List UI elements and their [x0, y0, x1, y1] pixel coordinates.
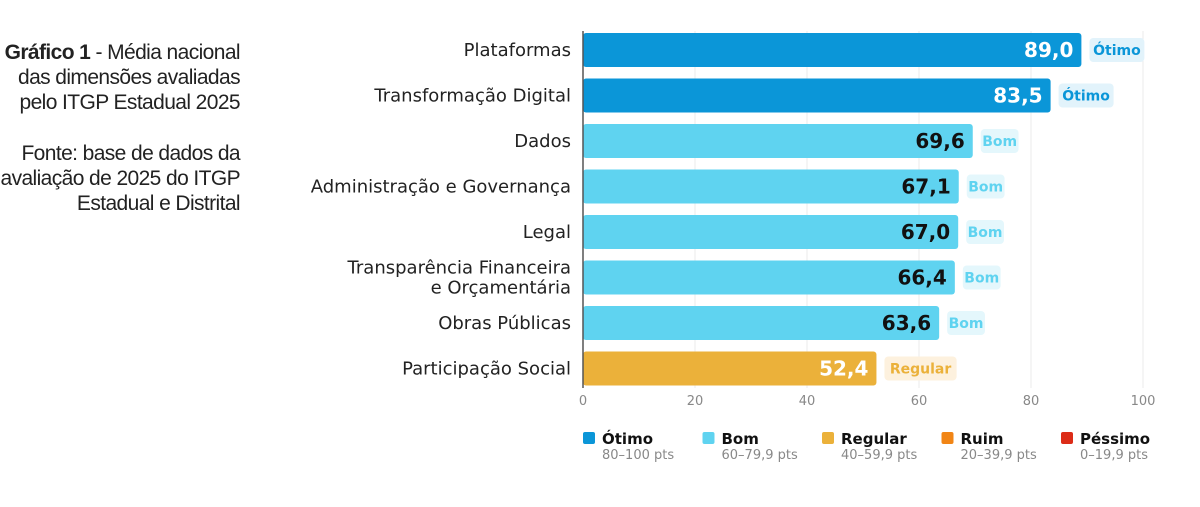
- caption-title: Gráfico 1 - Média nacional das dimensões…: [0, 40, 241, 115]
- bar: [583, 351, 877, 386]
- caption-source: Fonte: base de dados da avaliação de 202…: [0, 142, 240, 215]
- rating-badge: [966, 174, 1005, 199]
- legend-range: 40–59,9 pts: [841, 448, 917, 463]
- rating-badge: [884, 356, 957, 381]
- chart-caption: Gráfico 1 - Média nacional das dimensões…: [0, 40, 240, 216]
- rating-badge: [947, 311, 985, 335]
- legend-swatch: [1061, 432, 1073, 444]
- legend-range: 80–100 pts: [602, 448, 674, 463]
- x-tick-label: 100: [1131, 394, 1156, 409]
- value-label: 67,1: [901, 175, 950, 199]
- legend-swatch: [941, 432, 954, 444]
- rating-badge: [966, 220, 1004, 244]
- legend-swatch: [702, 432, 715, 444]
- rating-badge: [980, 129, 1019, 153]
- category-label: Participação Social: [402, 359, 571, 380]
- bar: [583, 306, 940, 340]
- rating-badge-label: Bom: [968, 180, 1003, 196]
- category-label: Administração e Governança: [311, 177, 571, 198]
- caption-title-rest: - Média nacional das dimensões avaliadas…: [17, 41, 241, 114]
- value-label: 66,4: [897, 266, 946, 290]
- rating-badge-label: Regular: [890, 362, 952, 378]
- rating-badge: [1089, 38, 1145, 62]
- legend-range: 20–39,9 pts: [961, 448, 1037, 463]
- rating-badge-label: Bom: [949, 316, 984, 332]
- rating-badge-label: Bom: [982, 134, 1017, 150]
- legend-range: 60–79,9 pts: [722, 448, 798, 463]
- value-label: 89,0: [1024, 38, 1073, 62]
- value-label: 67,0: [901, 220, 950, 244]
- value-label: 69,6: [915, 129, 964, 153]
- rating-badge-label: Ótimo: [1093, 41, 1141, 59]
- legend-label: Regular: [841, 430, 907, 448]
- value-label: 83,5: [993, 84, 1042, 108]
- legend-swatch: [822, 432, 834, 444]
- category-label: Transformação Digital: [373, 86, 571, 107]
- x-tick-label: 0: [579, 394, 587, 409]
- caption-title-bold: Gráfico 1: [4, 41, 91, 64]
- bar: [583, 215, 959, 249]
- category-label: Legal: [523, 222, 571, 243]
- legend-label: Bom: [722, 430, 759, 448]
- legend-label: Ruim: [961, 430, 1004, 448]
- value-label: 52,4: [819, 357, 868, 381]
- legend-label: Péssimo: [1080, 430, 1150, 448]
- category-label: e Orçamentária: [431, 278, 571, 299]
- bar: [583, 33, 1082, 67]
- x-tick-label: 60: [911, 394, 928, 409]
- category-label: Transparência Financeira: [347, 258, 571, 279]
- x-tick-label: 20: [687, 394, 704, 409]
- bar: [583, 260, 955, 295]
- rating-badge: [1058, 83, 1114, 108]
- value-label: 63,6: [882, 311, 931, 335]
- bar: [583, 124, 973, 158]
- legend-swatch: [583, 432, 595, 444]
- rating-badge-label: Bom: [968, 225, 1003, 241]
- bar: [583, 169, 959, 204]
- bar: [583, 78, 1051, 113]
- category-label: Obras Públicas: [438, 313, 571, 334]
- x-tick-label: 80: [1023, 394, 1040, 409]
- category-label: Dados: [514, 131, 571, 152]
- x-tick-label: 40: [799, 394, 816, 409]
- rating-badge-label: Ótimo: [1062, 87, 1110, 105]
- rating-badge: [962, 265, 1001, 290]
- rating-badge-label: Bom: [964, 271, 999, 287]
- category-label: Plataformas: [464, 40, 571, 61]
- legend-label: Ótimo: [602, 429, 653, 448]
- legend-range: 0–19,9 pts: [1080, 448, 1148, 463]
